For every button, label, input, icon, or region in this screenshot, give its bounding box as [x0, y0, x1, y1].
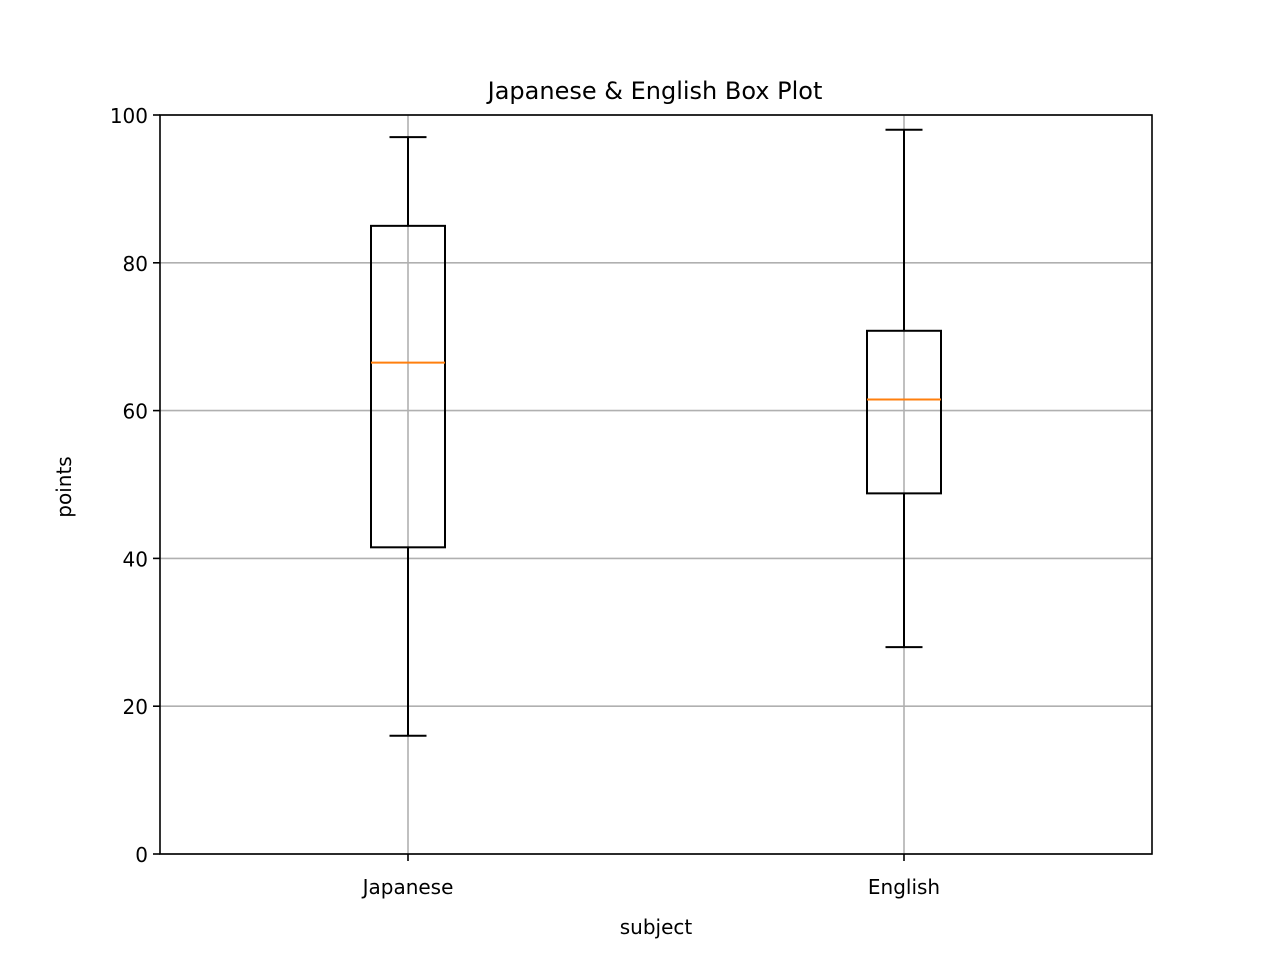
grid-lines: [160, 114, 1152, 855]
chart-title: Japanese & English Box Plot: [486, 77, 823, 105]
x-axis: Japanese English: [361, 854, 940, 899]
box-body: [370, 224, 446, 549]
box-body: [866, 329, 942, 495]
y-axis: 0 20 40 60 80 100: [110, 104, 160, 867]
y-tick-label: 0: [135, 843, 148, 867]
plot-frame: [159, 114, 1153, 855]
box-japanese: [370, 136, 446, 737]
y-tick-label: 60: [123, 400, 148, 424]
x-tick-label: Japanese: [361, 875, 454, 899]
y-tick-label: 100: [110, 104, 148, 128]
y-tick-label: 80: [123, 252, 148, 276]
boxes: [370, 128, 942, 737]
box-english: [866, 128, 942, 649]
x-tick-label: English: [868, 875, 940, 899]
y-tick-label: 40: [123, 547, 148, 571]
x-axis-label: subject: [620, 915, 693, 939]
y-tick-label: 20: [123, 695, 148, 719]
y-axis-label: points: [52, 456, 76, 517]
